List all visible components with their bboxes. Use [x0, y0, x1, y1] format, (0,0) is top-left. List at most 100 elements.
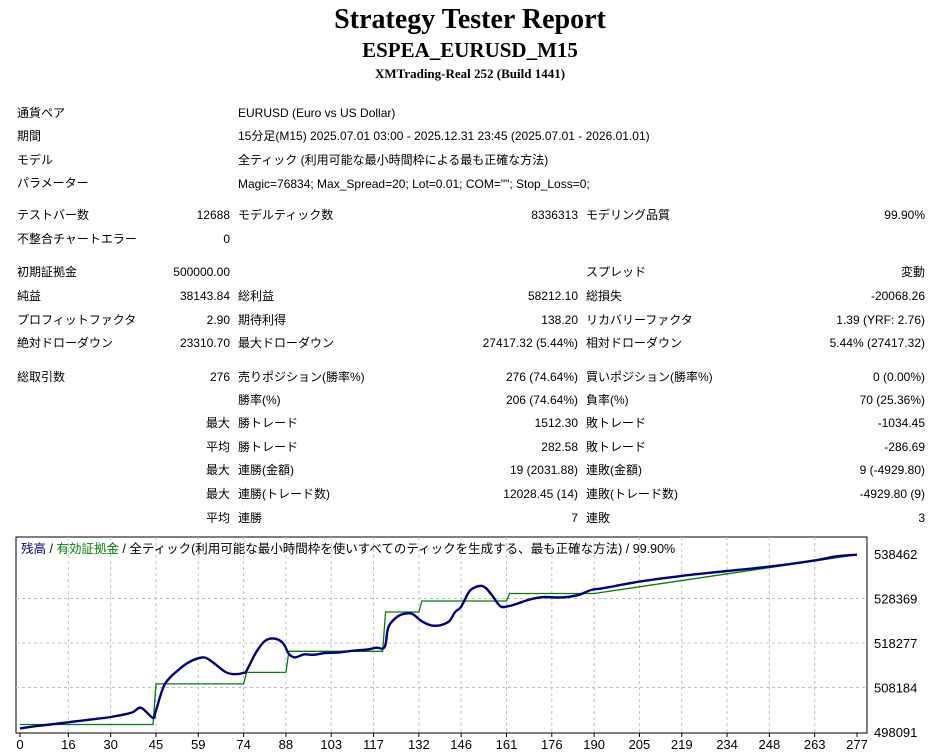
- balance-line: [19, 553, 858, 730]
- x-tick-label: 161: [496, 737, 518, 752]
- expected-value: 138.20: [541, 313, 578, 327]
- avg-loss-label: 敗トレード: [586, 440, 647, 454]
- max-label-3: 最大: [205, 487, 230, 501]
- pf-value: 2.90: [206, 313, 230, 327]
- x-tick-label: 16: [61, 737, 75, 752]
- max-win-label: 勝トレード: [238, 416, 299, 430]
- x-tick-label: 263: [804, 737, 826, 752]
- avg-cons-win-value: 7: [571, 511, 578, 525]
- y-tick-label: 528369: [874, 592, 917, 607]
- x-tick-label: 234: [716, 737, 738, 752]
- max-dd-label: 最大ドローダウン: [238, 336, 335, 350]
- abs-dd-label: 絶対ドローダウン: [17, 336, 114, 350]
- bars-value: 12688: [196, 208, 230, 222]
- trades-label: 総取引数: [17, 370, 66, 384]
- max-loss-label: 敗トレード: [586, 416, 647, 430]
- gross-loss-value: -20068.26: [870, 289, 925, 303]
- short-label: 売りポジション(勝率%): [238, 370, 365, 384]
- x-tick-label: 205: [629, 737, 651, 752]
- cons-win-tr-label: 連勝(トレード数): [238, 487, 330, 501]
- mismatch-value: 0: [223, 232, 230, 246]
- x-tick-label: 117: [363, 737, 384, 752]
- cons-win-tr-value: 12028.45 (14): [503, 487, 578, 501]
- deposit-value: 500000.00: [173, 265, 230, 279]
- spread-value: 変動: [900, 265, 925, 279]
- legend-method: 全ティック(利用可能な最小時間枠を使いすべてのティックを生成する、最も正確な方法…: [129, 541, 675, 556]
- x-tick-label: 190: [583, 737, 605, 752]
- x-tick-label: 0: [16, 737, 23, 752]
- avg-win-value: 282.58: [541, 440, 578, 454]
- gross-profit-label: 総利益: [238, 289, 275, 303]
- x-tick-label: 30: [103, 737, 117, 752]
- plot-area: [15, 536, 868, 734]
- series-layer: [19, 553, 858, 730]
- x-tick-label: 103: [320, 737, 342, 752]
- max-loss-value: -1034.45: [877, 416, 925, 430]
- model-value: 全ティック (利用可能な最小時間枠による最も正確な方法): [238, 153, 549, 167]
- cons-loss-amt-label: 連敗(金額): [586, 463, 642, 477]
- legend-equity: 有効証拠金: [56, 541, 119, 556]
- params-value: Magic=76834; Max_Spread=20; Lot=0.01; CO…: [238, 177, 590, 191]
- x-tick-label: 176: [541, 737, 563, 752]
- report-build: XMTrading-Real 252 (Build 1441): [374, 66, 566, 81]
- trades-value: 276: [209, 370, 230, 384]
- grid: [16, 537, 867, 733]
- avg-label-2: 平均: [205, 511, 230, 525]
- max-label-1: 最大: [205, 416, 230, 430]
- x-tick-label: 219: [671, 737, 693, 752]
- y-axis-ticks: 538462 528369 518277 508184 498091: [874, 547, 917, 740]
- loss-label: 負率(%): [586, 393, 629, 407]
- cons-loss-tr-label: 連敗(トレード数): [586, 487, 678, 501]
- win-value: 206 (74.64%): [505, 393, 578, 407]
- cons-win-amt-label: 連勝(金額): [238, 463, 294, 477]
- short-value: 276 (74.64%): [505, 370, 578, 384]
- pair-label: 通貨ペア: [17, 106, 66, 120]
- period-label: 期間: [17, 129, 42, 143]
- long-value: 0 (0.00%): [872, 370, 925, 384]
- ticks-label: モデルティック数: [238, 208, 334, 222]
- max-dd-value: 27417.32 (5.44%): [482, 336, 578, 350]
- ticks-value: 8336313: [531, 208, 578, 222]
- quality-label: モデリング品質: [586, 208, 671, 222]
- y-tick-label: 518277: [874, 636, 917, 651]
- bars-label: テストバー数: [17, 208, 90, 222]
- legend-sep-1: /: [46, 542, 56, 556]
- win-label: 勝率(%): [238, 393, 281, 407]
- long-label: 買いポジション(勝率%): [586, 370, 713, 384]
- report-subtitle: ESPEA_EURUSD_M15: [362, 38, 578, 62]
- x-axis-ticks: 0 16 30 45 59 74 88 103 117 132 146 161 176 190 205 219…: [16, 733, 868, 752]
- gross-profit-value: 58212.10: [527, 289, 578, 303]
- x-tick-label: 74: [236, 737, 250, 752]
- avg-cons-win-label: 連勝: [238, 511, 263, 525]
- params-label: パラメーター: [17, 176, 89, 190]
- net-value: 38143.84: [179, 289, 230, 303]
- period-value: 15分足(M15) 2025.07.01 03:00 - 2025.12.31 …: [238, 129, 650, 143]
- cons-loss-amt-value: 9 (-4929.80): [859, 463, 925, 477]
- rel-dd-value: 5.44% (27417.32): [829, 336, 925, 350]
- expected-label: 期待利得: [238, 313, 287, 327]
- legend-balance: 残高: [21, 541, 46, 556]
- cons-win-amt-value: 19 (2031.88): [509, 463, 578, 477]
- chart-legend: 残高 / 有効証拠金 / 全ティック(利用可能な最小時間枠を使いすべてのティック…: [21, 541, 675, 556]
- mismatch-label: 不整合チャートエラー: [17, 232, 137, 246]
- pair-value: EURUSD (Euro vs US Dollar): [238, 106, 396, 120]
- max-win-value: 1512.30: [534, 416, 578, 430]
- x-tick-label: 248: [759, 737, 781, 752]
- avg-label-1: 平均: [205, 440, 230, 454]
- y-tick-label: 498091: [874, 725, 917, 740]
- cons-loss-tr-value: -4929.80 (9): [859, 487, 925, 501]
- balance-chart: 残高 / 有効証拠金 / 全ティック(利用可能な最小時間枠を使いすべてのティック…: [15, 536, 917, 752]
- rel-dd-label: 相対ドローダウン: [586, 336, 683, 350]
- avg-loss-value: -286.69: [884, 440, 925, 454]
- x-tick-label: 132: [408, 737, 430, 752]
- avg-win-label: 勝トレード: [238, 440, 299, 454]
- x-tick-label: 59: [191, 737, 205, 752]
- quality-value: 99.90%: [884, 208, 925, 222]
- y-tick-label: 508184: [874, 681, 917, 696]
- net-label: 純益: [17, 289, 42, 303]
- recovery-label: リカバリーファクタ: [586, 313, 693, 327]
- x-tick-label: 277: [846, 737, 868, 752]
- x-tick-label: 146: [450, 737, 472, 752]
- abs-dd-value: 23310.70: [179, 336, 230, 350]
- gross-loss-label: 総損失: [586, 289, 623, 303]
